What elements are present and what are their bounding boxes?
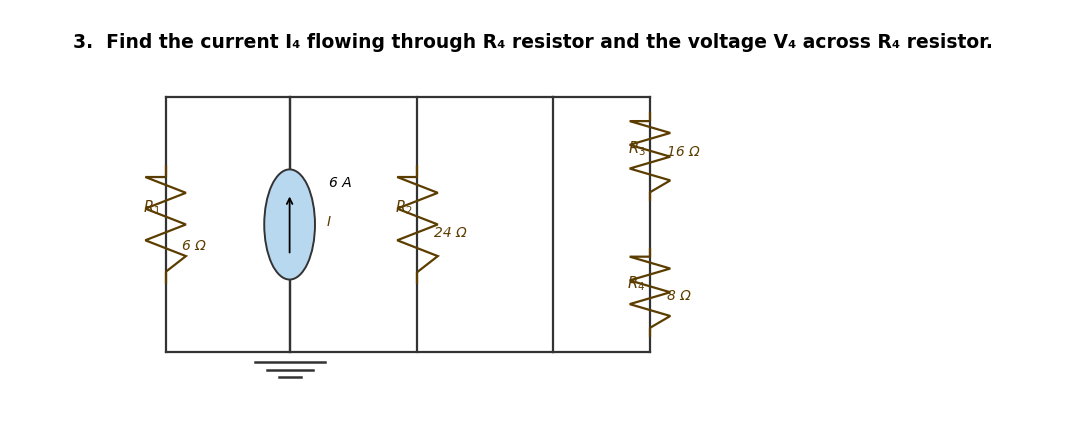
Text: 6 Ω: 6 Ω <box>182 238 206 253</box>
Text: 6 A: 6 A <box>329 176 351 190</box>
Text: 3.  Find the current I₄ flowing through R₄ resistor and the voltage V₄ across R₄: 3. Find the current I₄ flowing through R… <box>73 33 993 52</box>
Text: 8 Ω: 8 Ω <box>666 289 690 304</box>
Text: $I$: $I$ <box>326 216 332 229</box>
Text: 16 Ω: 16 Ω <box>666 146 700 159</box>
Text: $R_2$: $R_2$ <box>396 198 413 217</box>
Ellipse shape <box>264 169 315 280</box>
Text: $R_1$: $R_1$ <box>143 198 161 217</box>
Text: $R_4$: $R_4$ <box>627 274 646 293</box>
Text: $R_3$: $R_3$ <box>627 139 646 158</box>
Text: 24 Ω: 24 Ω <box>434 226 467 240</box>
